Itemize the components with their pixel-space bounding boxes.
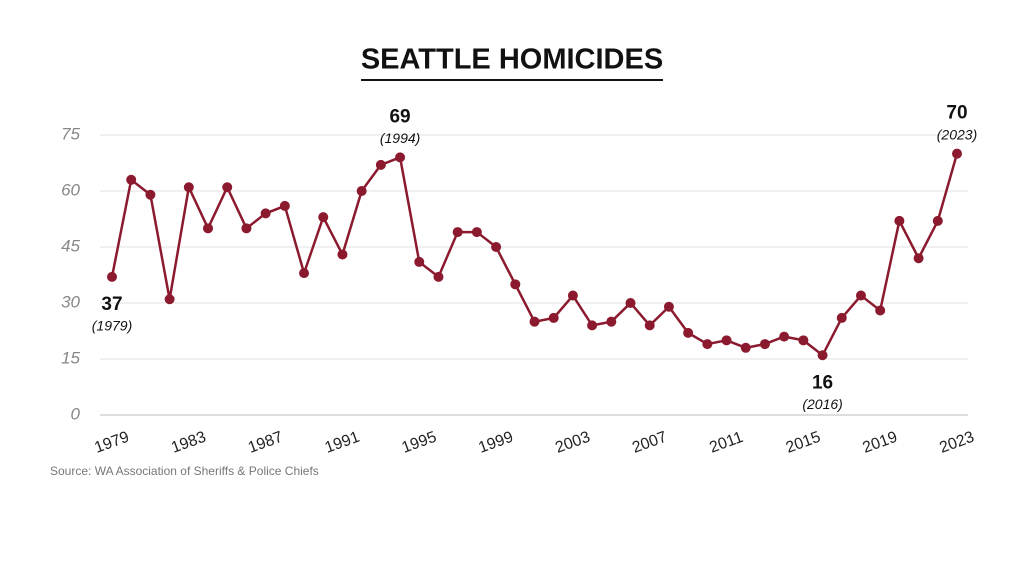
y-tick-label: 60 bbox=[61, 180, 80, 199]
data-point bbox=[932, 215, 943, 226]
data-point bbox=[203, 223, 214, 234]
data-point bbox=[644, 320, 655, 331]
annotation-value: 37 bbox=[101, 294, 122, 315]
data-point bbox=[241, 223, 252, 234]
data-point bbox=[625, 298, 636, 308]
data-point bbox=[433, 271, 444, 282]
data-point bbox=[145, 189, 156, 200]
data-point bbox=[740, 342, 751, 353]
data-point bbox=[875, 305, 886, 316]
data-point bbox=[164, 294, 175, 305]
data-point bbox=[836, 312, 847, 323]
data-point bbox=[913, 253, 924, 264]
annotation-year: (1994) bbox=[380, 130, 420, 146]
data-point bbox=[721, 335, 732, 346]
data-point bbox=[279, 200, 290, 211]
y-tick-label: 15 bbox=[61, 348, 80, 367]
data-point bbox=[510, 279, 521, 290]
data-point bbox=[395, 152, 406, 163]
y-tick-label: 30 bbox=[61, 292, 80, 311]
data-point bbox=[260, 208, 271, 219]
data-point bbox=[817, 350, 828, 361]
data-point bbox=[414, 256, 425, 267]
data-point bbox=[375, 159, 386, 170]
y-tick-label: 75 bbox=[61, 124, 80, 143]
data-point bbox=[356, 186, 367, 196]
data-point bbox=[683, 327, 694, 338]
annotation-year: (2016) bbox=[802, 396, 842, 412]
data-point bbox=[798, 335, 809, 346]
source-note: Source: WA Association of Sheriffs & Pol… bbox=[50, 464, 319, 478]
data-point bbox=[299, 268, 310, 279]
chart-title: SEATTLE HOMICIDES bbox=[361, 44, 663, 76]
data-point bbox=[952, 148, 962, 159]
data-point bbox=[779, 331, 790, 342]
data-point bbox=[126, 174, 137, 185]
data-point bbox=[606, 316, 617, 327]
data-point bbox=[759, 339, 770, 350]
data-point bbox=[529, 316, 540, 327]
annotation-value: 70 bbox=[946, 103, 967, 124]
data-point bbox=[318, 212, 329, 223]
annotation-value: 69 bbox=[389, 106, 410, 127]
data-point bbox=[107, 271, 117, 282]
data-point bbox=[702, 339, 713, 350]
data-point bbox=[337, 249, 348, 260]
annotation-year: (2023) bbox=[937, 126, 977, 142]
data-point bbox=[663, 301, 674, 312]
data-point bbox=[452, 227, 463, 238]
data-point bbox=[548, 312, 559, 323]
data-point bbox=[567, 290, 578, 301]
data-point bbox=[471, 227, 482, 238]
y-tick-label: 45 bbox=[61, 236, 80, 255]
data-point bbox=[894, 215, 905, 226]
data-point bbox=[491, 242, 502, 252]
annotation-value: 16 bbox=[812, 372, 833, 393]
annotation-year: (1979) bbox=[92, 318, 132, 334]
data-point bbox=[222, 182, 233, 193]
data-point bbox=[587, 320, 598, 331]
data-point bbox=[183, 182, 194, 193]
data-point bbox=[855, 290, 866, 301]
y-tick-label: 0 bbox=[71, 404, 81, 423]
